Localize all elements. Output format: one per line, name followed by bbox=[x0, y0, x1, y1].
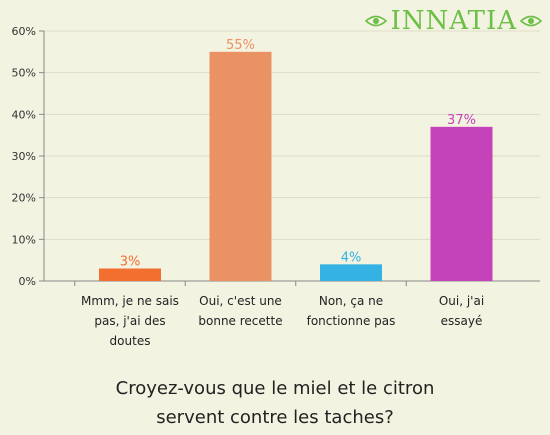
bar bbox=[209, 51, 272, 282]
x-tick-label: Non, ça ne bbox=[319, 294, 383, 308]
question-line-1: Croyez-vous que le miel et le citron bbox=[115, 378, 435, 399]
y-tick-labels: 0% 10% 20% 30% 40% 50% 60% bbox=[12, 25, 36, 288]
y-tick-label: 30% bbox=[12, 150, 36, 163]
data-label: 4% bbox=[341, 250, 362, 265]
x-tick-label: fonctionne pas bbox=[307, 314, 396, 328]
bar bbox=[320, 264, 382, 281]
y-tick-label: 60% bbox=[12, 25, 36, 38]
x-tick-labels: Mmm, je ne sais pas, j'ai des doutes Oui, c… bbox=[81, 294, 484, 348]
bar-chart: 3% 55% 4% 37% 0% 10% 20% 30% 40% 50% 60% Mmm, je … bbox=[12, 25, 540, 348]
x-tick-label: doutes bbox=[110, 334, 151, 348]
data-label: 55% bbox=[226, 38, 255, 53]
y-tick-label: 0% bbox=[19, 275, 36, 288]
y-tick-label: 10% bbox=[12, 233, 36, 246]
logo-text: INNATIA bbox=[390, 6, 517, 36]
x-tick-label: bonne recette bbox=[198, 314, 282, 328]
y-tick-label: 40% bbox=[12, 108, 36, 121]
innatia-logo: INNATIA bbox=[365, 6, 542, 36]
leaf-eye-icon bbox=[520, 15, 542, 27]
bars bbox=[99, 51, 493, 282]
bar bbox=[99, 268, 161, 281]
x-tick-label: Mmm, je ne sais bbox=[81, 294, 179, 308]
y-tick-label: 20% bbox=[12, 192, 36, 205]
bar bbox=[430, 126, 493, 281]
data-label: 3% bbox=[120, 255, 141, 270]
y-tick-label: 50% bbox=[12, 67, 36, 80]
x-tick-label: pas, j'ai des bbox=[94, 314, 165, 328]
x-tick-label: Oui, j'ai bbox=[439, 294, 484, 308]
chart-question: Croyez-vous que le miel et le citron ser… bbox=[0, 374, 550, 432]
x-tick-label: essayé bbox=[441, 314, 483, 328]
leaf-eye-icon bbox=[365, 15, 388, 27]
question-line-2: servent contre les taches? bbox=[156, 407, 394, 428]
data-label: 37% bbox=[447, 113, 476, 128]
x-tick-label: Oui, c'est une bbox=[199, 294, 282, 308]
data-labels: 3% 55% 4% 37% bbox=[120, 38, 476, 270]
